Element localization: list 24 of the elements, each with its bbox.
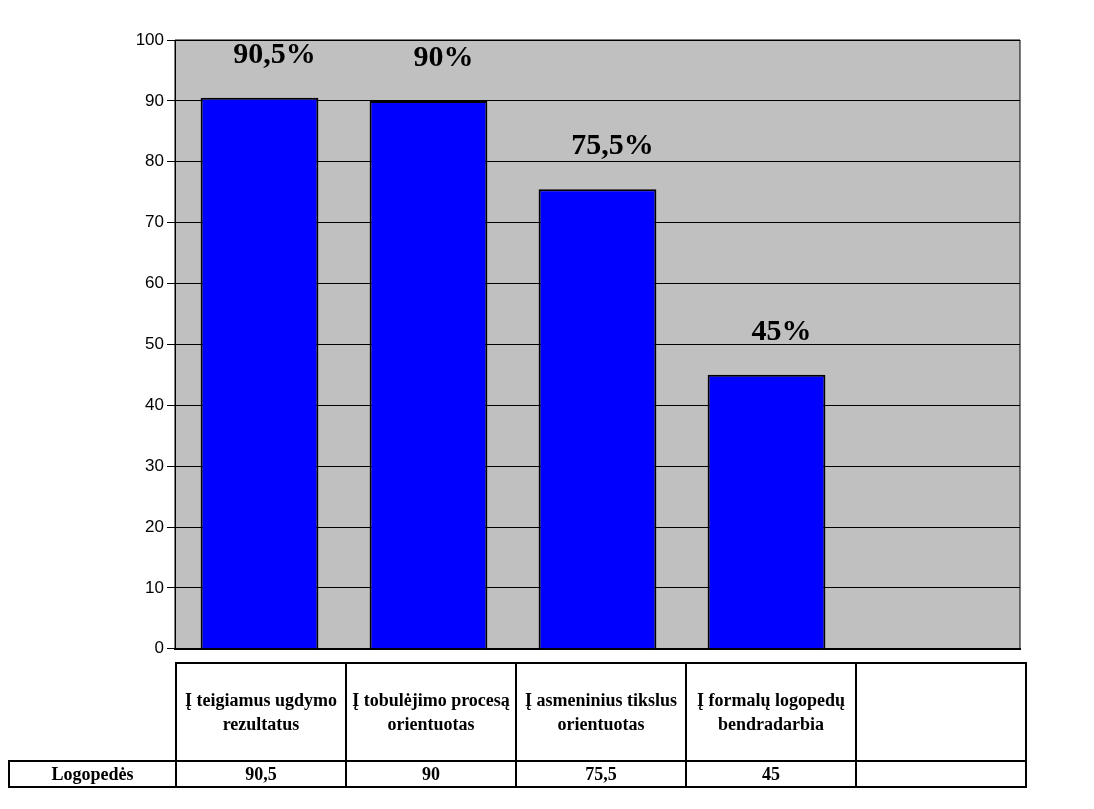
x-tick-label: Į tobulėjimo procesą orientuotas [346, 663, 516, 761]
y-tick-label: 60 [145, 273, 164, 293]
text: 45 [686, 761, 856, 787]
data-label: 90,5% [233, 35, 316, 69]
y-tick-label: 70 [145, 212, 164, 232]
data-label: 75,5% [571, 126, 654, 160]
text: 90,5 [176, 761, 346, 787]
y-tick-label: 20 [145, 516, 164, 536]
text: 75,5 [516, 761, 686, 787]
y-tick-label: 30 [145, 455, 164, 475]
data-label: 45% [751, 312, 812, 346]
y-tick-label: 0 [154, 638, 164, 658]
text: 90 [346, 761, 516, 787]
x-tick-label: Į asmeninius tikslus orientuotas [516, 663, 686, 761]
data-label: 90% [413, 38, 474, 72]
y-tick-label: 80 [145, 151, 164, 171]
x-tick-label: Į teigiamus ugdymo rezultatus [176, 663, 346, 761]
text: Logopedės [9, 761, 176, 787]
y-tick-label: 50 [145, 334, 164, 354]
y-tick-label: 90 [145, 90, 164, 110]
y-tick-label: 100 [135, 29, 164, 49]
x-tick-label: Į formalų logopedų bendradarbia [686, 663, 856, 761]
y-tick-label: 40 [145, 394, 164, 414]
y-tick-label: 10 [145, 577, 164, 597]
